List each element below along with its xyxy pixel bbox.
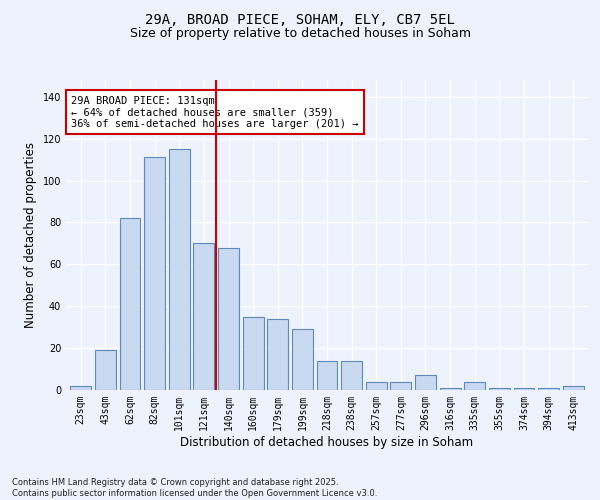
X-axis label: Distribution of detached houses by size in Soham: Distribution of detached houses by size … [181,436,473,448]
Bar [70,386,91,390]
Bar [218,248,239,390]
Bar [464,382,485,390]
Text: 29A, BROAD PIECE, SOHAM, ELY, CB7 5EL: 29A, BROAD PIECE, SOHAM, ELY, CB7 5EL [145,12,455,26]
Y-axis label: Number of detached properties: Number of detached properties [24,142,37,328]
Bar [489,388,510,390]
Bar [95,350,116,390]
Bar [563,386,584,390]
Bar [169,149,190,390]
Bar [391,382,412,390]
Bar [440,388,461,390]
Text: Contains HM Land Registry data © Crown copyright and database right 2025.
Contai: Contains HM Land Registry data © Crown c… [12,478,377,498]
Bar [144,158,165,390]
Bar [514,388,535,390]
Bar [267,319,288,390]
Bar [292,330,313,390]
Bar [415,376,436,390]
Bar [242,316,263,390]
Bar [366,382,387,390]
Bar [538,388,559,390]
Text: 29A BROAD PIECE: 131sqm
← 64% of detached houses are smaller (359)
36% of semi-d: 29A BROAD PIECE: 131sqm ← 64% of detache… [71,96,359,128]
Bar [193,244,214,390]
Bar [341,360,362,390]
Text: Size of property relative to detached houses in Soham: Size of property relative to detached ho… [130,28,470,40]
Bar [317,360,337,390]
Bar [119,218,140,390]
